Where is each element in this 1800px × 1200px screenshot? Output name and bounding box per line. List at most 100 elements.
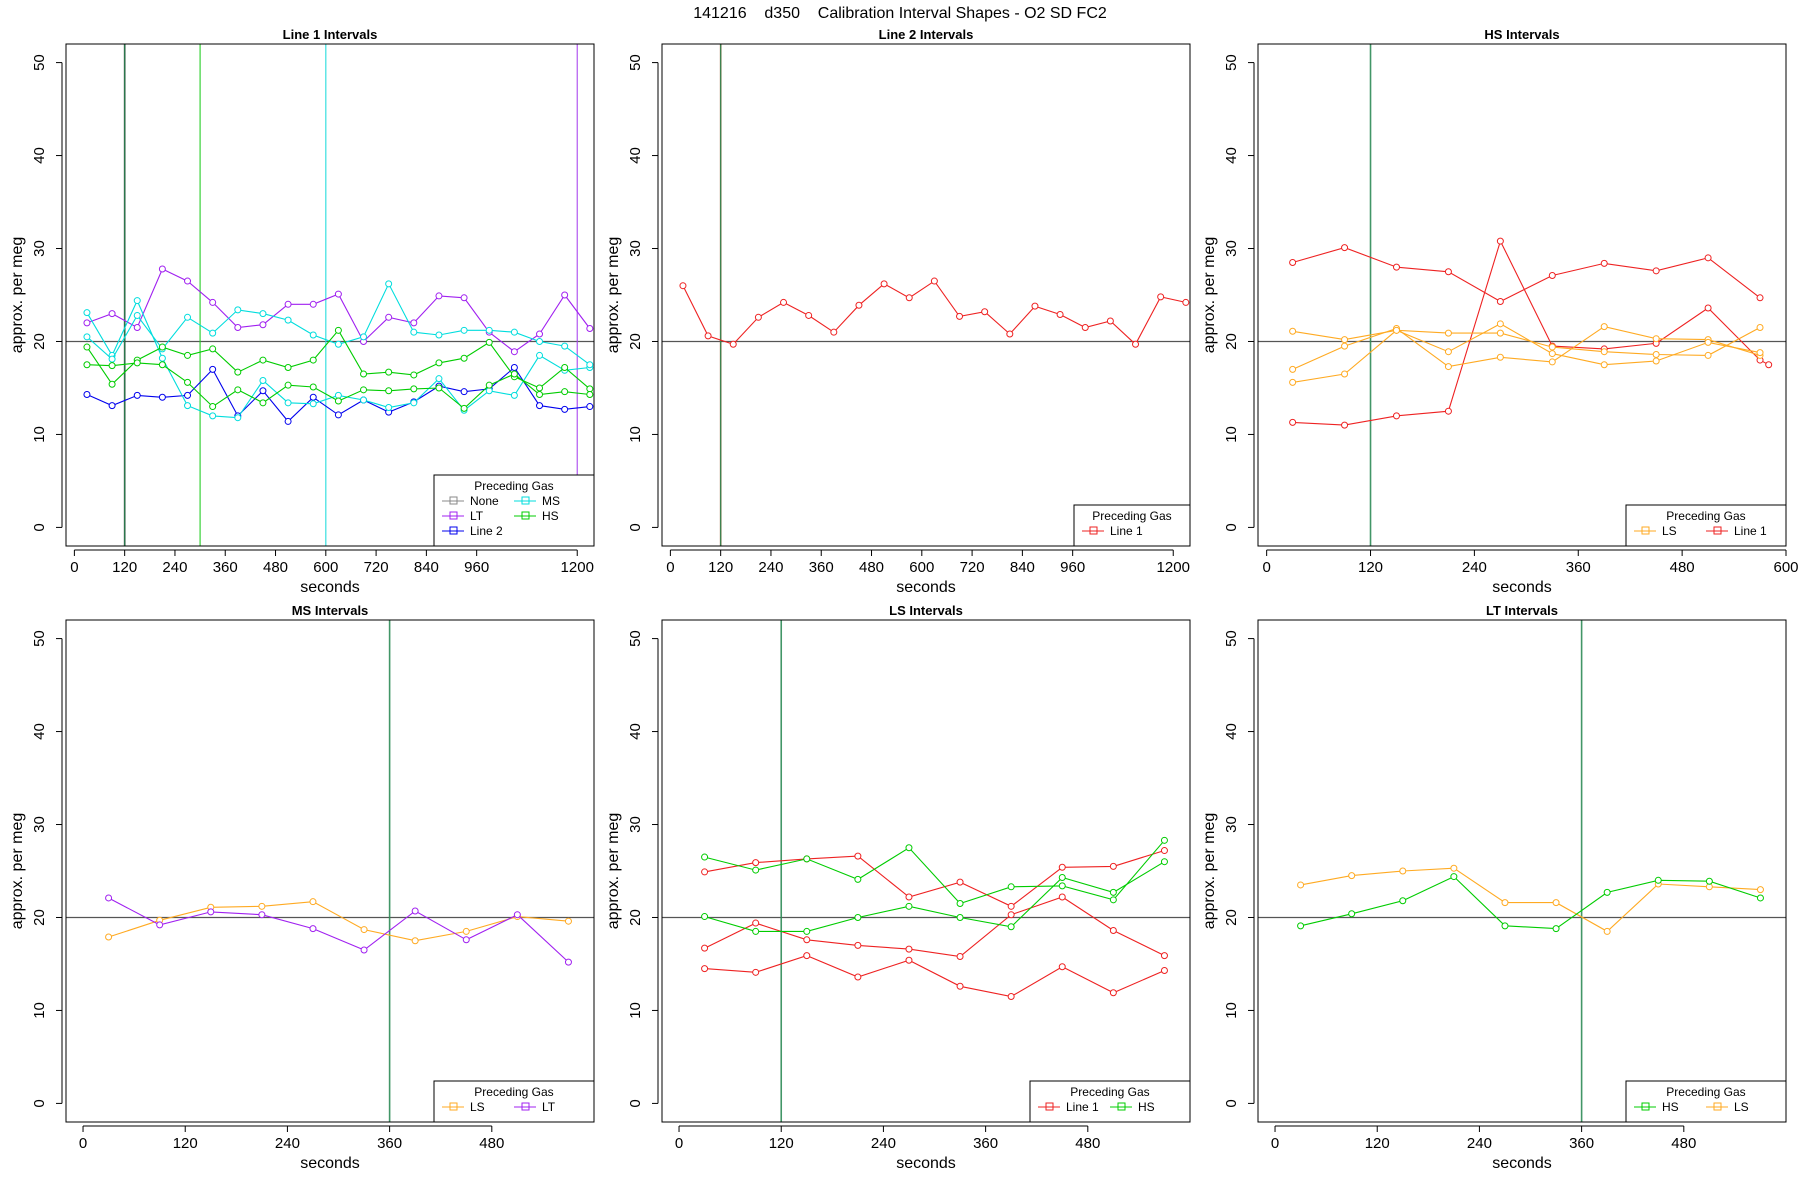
y-tick-label: 30 xyxy=(627,816,644,833)
x-axis-label: seconds xyxy=(1492,1155,1552,1172)
data-point xyxy=(83,309,91,317)
legend-title: Preceding Gas xyxy=(1666,1085,1745,1099)
data-point xyxy=(752,919,760,927)
data-point xyxy=(435,292,443,300)
data-point xyxy=(956,900,964,908)
data-point xyxy=(1160,858,1168,866)
series-line xyxy=(682,280,1186,346)
data-point xyxy=(701,913,709,921)
panel-title: Line 2 Intervals xyxy=(879,27,974,42)
x-tick-label: 360 xyxy=(377,1135,402,1152)
data-point xyxy=(411,937,419,945)
panel-title: MS Intervals xyxy=(292,603,369,618)
data-point xyxy=(209,298,217,306)
data-point xyxy=(1157,293,1165,301)
data-point xyxy=(309,356,317,364)
data-point xyxy=(536,337,544,345)
legend-box xyxy=(1625,504,1787,547)
data-point xyxy=(1160,847,1168,855)
data-point xyxy=(158,343,166,351)
data-point xyxy=(1081,324,1089,332)
legend-swatch-marker xyxy=(449,526,458,535)
data-point xyxy=(905,902,913,910)
data-point xyxy=(410,328,418,336)
data-point xyxy=(729,340,737,348)
data-point xyxy=(561,405,569,413)
data-point xyxy=(1007,902,1015,910)
data-point xyxy=(1348,872,1356,880)
data-point xyxy=(780,298,788,306)
data-point xyxy=(1289,378,1297,386)
data-point xyxy=(309,400,317,408)
data-point xyxy=(1501,922,1509,930)
y-axis: 0 10 20 30 40 50 approx. per meg xyxy=(9,630,63,1108)
y-tick-label: 20 xyxy=(627,333,644,350)
data-point xyxy=(1444,407,1452,415)
series-line xyxy=(704,896,1165,958)
y-tick-label: 50 xyxy=(1223,54,1240,71)
data-point xyxy=(360,333,368,341)
data-point xyxy=(360,396,368,404)
data-point xyxy=(184,391,192,399)
legend-label: Line 2 xyxy=(470,524,503,538)
y-tick-label: 30 xyxy=(1223,240,1240,257)
data-point xyxy=(561,342,569,350)
data-point xyxy=(258,902,266,910)
legend-label: LS xyxy=(470,1100,485,1114)
data-point xyxy=(1297,922,1305,930)
data-point xyxy=(905,844,913,852)
data-point xyxy=(1341,370,1349,378)
data-point xyxy=(752,927,760,935)
data-point xyxy=(209,329,217,337)
legend-label: LS xyxy=(1734,1100,1749,1114)
data-point xyxy=(234,306,242,314)
y-tick-label: 20 xyxy=(1223,909,1240,926)
data-point xyxy=(1058,882,1066,890)
data-point xyxy=(561,364,569,372)
y-tick-label: 0 xyxy=(1223,523,1240,531)
y-tick-label: 40 xyxy=(31,147,48,164)
y-tick-label: 50 xyxy=(1223,630,1240,647)
data-point xyxy=(133,311,141,319)
x-tick-label: 240 xyxy=(758,559,783,576)
data-point xyxy=(284,316,292,324)
data-point xyxy=(1496,237,1504,245)
data-point xyxy=(360,386,368,394)
data-point xyxy=(209,345,217,353)
x-tick-label: 120 xyxy=(708,559,733,576)
x-tick-label: 120 xyxy=(112,559,137,576)
data-point xyxy=(156,921,164,929)
y-tick-label: 0 xyxy=(627,523,644,531)
y-tick-label: 40 xyxy=(627,723,644,740)
data-point xyxy=(259,377,267,385)
data-point xyxy=(234,386,242,394)
data-point xyxy=(462,936,470,944)
data-point xyxy=(536,402,544,410)
data-point xyxy=(1058,963,1066,971)
data-point xyxy=(108,402,116,410)
legend-label: LT xyxy=(470,509,484,523)
legend-title: Preceding Gas xyxy=(474,479,553,493)
data-point xyxy=(1548,343,1556,351)
data-point xyxy=(334,290,342,298)
data-point xyxy=(830,328,838,336)
data-point xyxy=(1392,412,1400,420)
data-point xyxy=(83,343,91,351)
data-point xyxy=(1007,911,1015,919)
data-point xyxy=(108,355,116,363)
x-tick-label: 480 xyxy=(263,559,288,576)
chart-panel-4: MS Intervals 0 120 240 360 480 seconds 0 10 20 30 4… xyxy=(9,603,595,1172)
x-tick-label: 960 xyxy=(1060,559,1085,576)
legend-swatch-marker xyxy=(1713,1102,1722,1111)
data-point xyxy=(1058,874,1066,882)
data-point xyxy=(1289,418,1297,426)
data-point xyxy=(1552,925,1560,933)
data-point xyxy=(1600,259,1608,267)
x-axis-label: seconds xyxy=(300,579,360,596)
data-point xyxy=(586,361,594,369)
data-point xyxy=(259,387,267,395)
y-tick-label: 30 xyxy=(31,240,48,257)
data-point xyxy=(284,399,292,407)
